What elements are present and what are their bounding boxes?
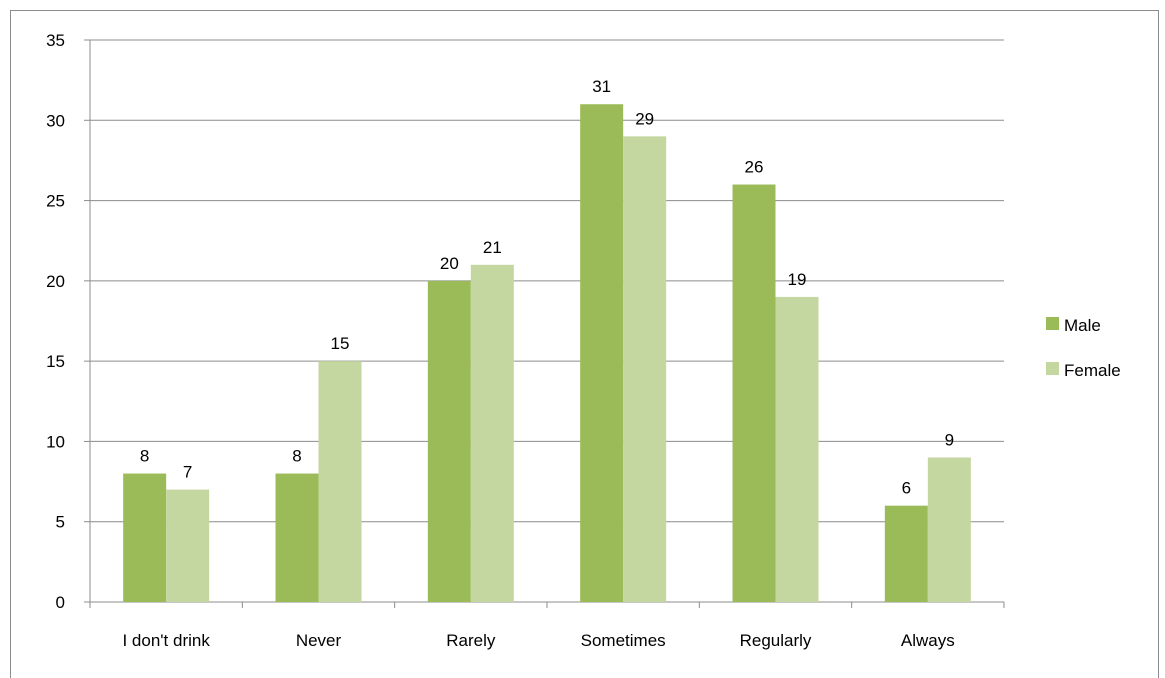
data-label-female-1: 15 xyxy=(331,334,350,353)
bar-female-5 xyxy=(927,457,971,602)
y-tick-label: 30 xyxy=(46,111,65,130)
bar-male-5 xyxy=(884,505,928,602)
bar-male-2 xyxy=(427,280,471,602)
data-label-male-2: 20 xyxy=(440,254,459,273)
data-label-female-5: 9 xyxy=(945,430,954,449)
data-label-male-1: 8 xyxy=(292,447,301,466)
legend-label-male: Male xyxy=(1064,316,1101,335)
bar-female-2 xyxy=(470,264,514,602)
data-label-female-3: 29 xyxy=(635,109,654,128)
x-category-label: Always xyxy=(901,631,955,650)
y-tick-label: 35 xyxy=(46,31,65,50)
x-category-label: Regularly xyxy=(740,631,812,650)
bar-female-4 xyxy=(775,296,819,602)
data-label-female-2: 21 xyxy=(483,238,502,257)
legend: Male Female xyxy=(1046,316,1121,380)
data-labels: 8 7 8 15 20 21 31 29 26 19 6 9 xyxy=(140,77,954,497)
legend-label-female: Female xyxy=(1064,361,1121,380)
legend-swatch-female xyxy=(1046,362,1059,375)
bars xyxy=(123,104,971,603)
data-label-male-0: 8 xyxy=(140,447,149,466)
y-tick-label: 15 xyxy=(46,352,65,371)
bar-male-4 xyxy=(732,184,776,602)
x-category-label: Rarely xyxy=(446,631,496,650)
bar-male-1 xyxy=(275,473,319,602)
axes: 0 5 10 15 20 25 30 35 I don't drink Never Rarely So… xyxy=(46,31,1005,650)
y-tick-label: 10 xyxy=(46,432,65,451)
bar-male-3 xyxy=(580,104,624,602)
y-tick-label: 20 xyxy=(46,272,65,291)
data-label-male-3: 31 xyxy=(592,77,611,96)
x-category-label: I don't drink xyxy=(122,631,210,650)
data-label-female-0: 7 xyxy=(183,463,192,482)
y-tick-label: 0 xyxy=(56,593,65,612)
data-label-male-5: 6 xyxy=(902,479,911,498)
gridlines xyxy=(90,39,1004,523)
y-tick-label: 5 xyxy=(56,513,65,532)
bar-female-1 xyxy=(318,361,362,602)
bar-male-0 xyxy=(123,473,167,602)
y-tick-label: 25 xyxy=(46,192,65,211)
legend-swatch-male xyxy=(1046,317,1059,330)
data-label-male-4: 26 xyxy=(745,158,764,177)
bar-female-0 xyxy=(166,489,210,602)
bar-female-3 xyxy=(623,136,667,603)
data-label-female-4: 19 xyxy=(788,270,807,289)
x-category-label: Sometimes xyxy=(581,631,666,650)
x-category-label: Never xyxy=(296,631,342,650)
